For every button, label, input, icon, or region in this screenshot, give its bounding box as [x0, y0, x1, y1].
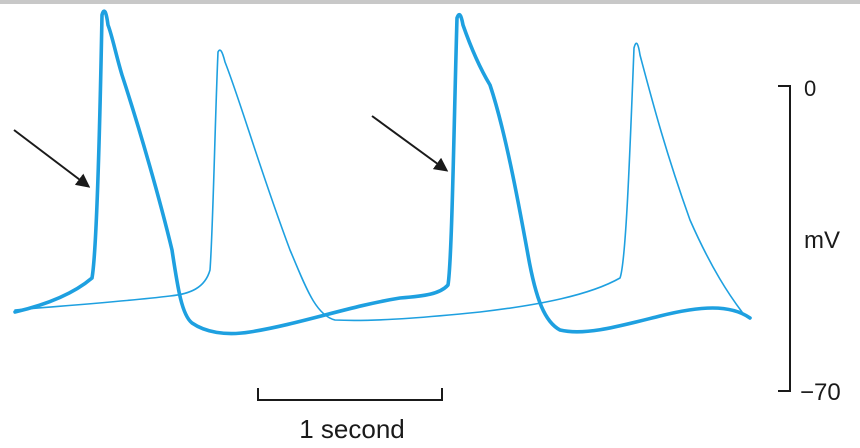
voltage-top-label: 0	[804, 76, 816, 101]
arrow-first-spike	[13, 129, 91, 188]
voltage-bottom-label: −70	[800, 379, 841, 406]
voltage-scale-bar: 0 mV −70	[778, 76, 841, 406]
thin-voltage-trace	[14, 42, 743, 322]
time-scale-bar: 1 second	[257, 388, 443, 444]
voltage-unit-label: mV	[804, 227, 840, 254]
thick-voltage-trace	[13, 9, 752, 336]
arrow-second-spike	[371, 115, 449, 172]
top-rule	[0, 0, 860, 4]
time-scale-label: 1 second	[299, 414, 405, 444]
